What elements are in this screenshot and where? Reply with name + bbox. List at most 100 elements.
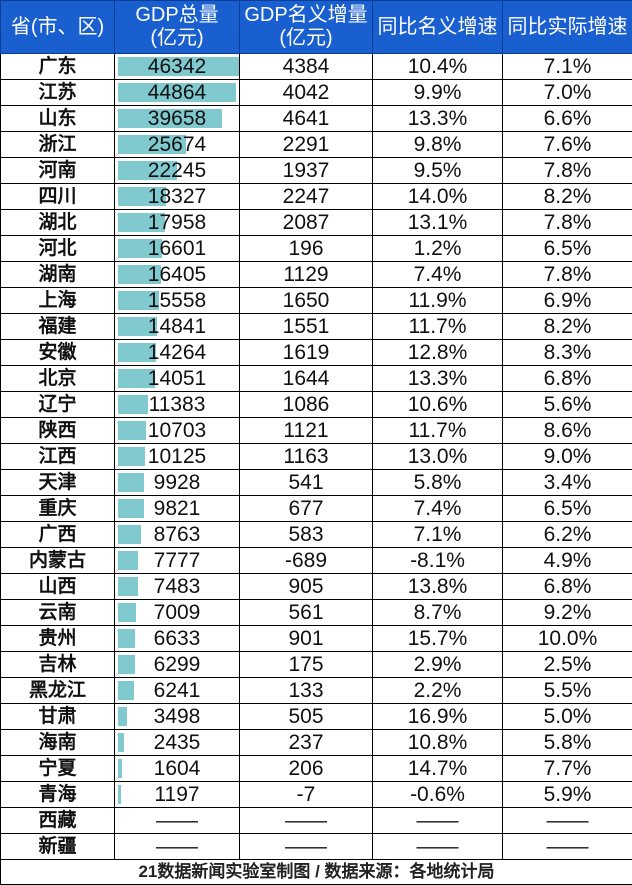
nominal-growth-cell: 13.3% (372, 365, 503, 392)
gdp-value: 7777 (153, 549, 201, 572)
province-cell: 江西 (0, 443, 115, 470)
real-growth-cell: 6.2% (502, 521, 632, 548)
gdp-cell: 2435 (114, 729, 240, 756)
table-row: 湖北 17958 2087 13.1% 7.8% (0, 209, 632, 236)
header-gdp: GDP总量 (亿元) (114, 0, 240, 54)
gdp-bar (118, 447, 145, 466)
gdp-cell: 16405 (114, 261, 240, 288)
nominal-growth-cell: 9.5% (372, 157, 503, 184)
nominal-growth-cell: 15.7% (372, 625, 503, 652)
real-growth-cell: 7.7% (502, 755, 632, 782)
gdp-value: 8763 (153, 523, 201, 546)
gdp-bar (118, 291, 159, 310)
nominal-growth-cell: 13.0% (372, 443, 503, 470)
increase-cell: 1619 (239, 339, 373, 366)
increase-cell: —— (239, 833, 373, 860)
nominal-growth-cell: 9.9% (372, 79, 503, 106)
gdp-bar (118, 525, 142, 544)
gdp-bar (118, 421, 147, 440)
nominal-growth-cell: 13.3% (372, 105, 503, 132)
nominal-growth-cell: -8.1% (372, 547, 503, 574)
gdp-value: 11383 (148, 393, 206, 416)
gdp-bar (118, 681, 135, 700)
gdp-cell: 6241 (114, 677, 240, 704)
table-row: 内蒙古 7777 -689 -8.1% 4.9% (0, 547, 632, 574)
gdp-cell: 9821 (114, 495, 240, 522)
table-row: 海南 2435 237 10.8% 5.8% (0, 729, 632, 756)
gdp-value: 3498 (153, 705, 201, 728)
table-row: 贵州 6633 901 15.7% 10.0% (0, 625, 632, 652)
increase-cell: 505 (239, 703, 373, 730)
gdp-bar (118, 499, 144, 518)
real-growth-cell: 7.1% (502, 53, 632, 80)
increase-cell: 541 (239, 469, 373, 496)
table-row: 山东 39658 4641 13.3% 6.6% (0, 105, 632, 132)
table-row: 青海 1197 -7 -0.6% 5.9% (0, 781, 632, 808)
province-cell: 贵州 (0, 625, 115, 652)
increase-cell: 4384 (239, 53, 373, 80)
real-growth-cell: 8.2% (502, 183, 632, 210)
gdp-value: 16601 (147, 237, 207, 260)
nominal-growth-cell: 16.9% (372, 703, 503, 730)
real-growth-cell: 5.9% (502, 781, 632, 808)
increase-cell: 4042 (239, 79, 373, 106)
real-growth-cell: 4.9% (502, 547, 632, 574)
gdp-value: 15558 (147, 289, 207, 312)
province-cell: 山东 (0, 105, 115, 132)
gdp-cell: 14051 (114, 365, 240, 392)
province-cell: 黑龙江 (0, 677, 115, 704)
gdp-cell: —— (114, 833, 240, 860)
gdp-value: 25674 (147, 133, 207, 156)
increase-cell: 175 (239, 651, 373, 678)
real-growth-cell: 5.6% (502, 391, 632, 418)
table-row: 黑龙江 6241 133 2.2% 5.5% (0, 677, 632, 704)
increase-cell: -689 (239, 547, 373, 574)
real-growth-cell: 7.8% (502, 261, 632, 288)
increase-cell: 206 (239, 755, 373, 782)
increase-cell: —— (239, 807, 373, 834)
gdp-cell: 3498 (114, 703, 240, 730)
nominal-growth-cell: 1.2% (372, 235, 503, 262)
gdp-cell: 10125 (114, 443, 240, 470)
gdp-bar (118, 577, 138, 596)
real-growth-cell: 7.8% (502, 209, 632, 236)
gdp-cell: 25674 (114, 131, 240, 158)
gdp-value: 46342 (147, 55, 207, 78)
real-growth-cell: —— (502, 807, 632, 834)
gdp-bar (118, 239, 162, 258)
gdp-value: 2435 (153, 731, 201, 754)
gdp-value: 9821 (153, 497, 201, 520)
table-row: 广东 46342 4384 10.4% 7.1% (0, 53, 632, 80)
nominal-growth-cell: 9.8% (372, 131, 503, 158)
table-row: 新疆 —— —— —— —— (0, 833, 632, 860)
gdp-value: 18327 (147, 185, 207, 208)
gdp-bar (118, 707, 128, 726)
gdp-value: 6299 (153, 653, 201, 676)
province-cell: 重庆 (0, 495, 115, 522)
header-increase: GDP名义增量 (亿元) (239, 0, 373, 54)
real-growth-cell: 7.6% (502, 131, 632, 158)
gdp-bar (118, 135, 186, 154)
gdp-value: 14841 (147, 315, 207, 338)
gdp-value: 17958 (147, 211, 207, 234)
province-cell: 海南 (0, 729, 115, 756)
province-cell: 安徽 (0, 339, 115, 366)
source-note: 21数据新闻实验室制图 / 数据来源：各地统计局 (0, 859, 632, 885)
nominal-growth-cell: 11.7% (372, 313, 503, 340)
gdp-value: 1197 (154, 783, 200, 806)
gdp-value: 22245 (147, 159, 207, 182)
increase-cell: 2087 (239, 209, 373, 236)
increase-cell: 1937 (239, 157, 373, 184)
gdp-cell: 14841 (114, 313, 240, 340)
gdp-value: —— (156, 835, 198, 858)
gdp-bar (118, 759, 123, 778)
gdp-bar (118, 57, 239, 76)
table-row: 广西 8763 583 7.1% 6.2% (0, 521, 632, 548)
gdp-cell: 10703 (114, 417, 240, 444)
nominal-growth-cell: 11.7% (372, 417, 503, 444)
gdp-cell: 17958 (114, 209, 240, 236)
province-cell: 山西 (0, 573, 115, 600)
gdp-bar (118, 161, 177, 180)
table-row: 宁夏 1604 206 14.7% 7.7% (0, 755, 632, 782)
